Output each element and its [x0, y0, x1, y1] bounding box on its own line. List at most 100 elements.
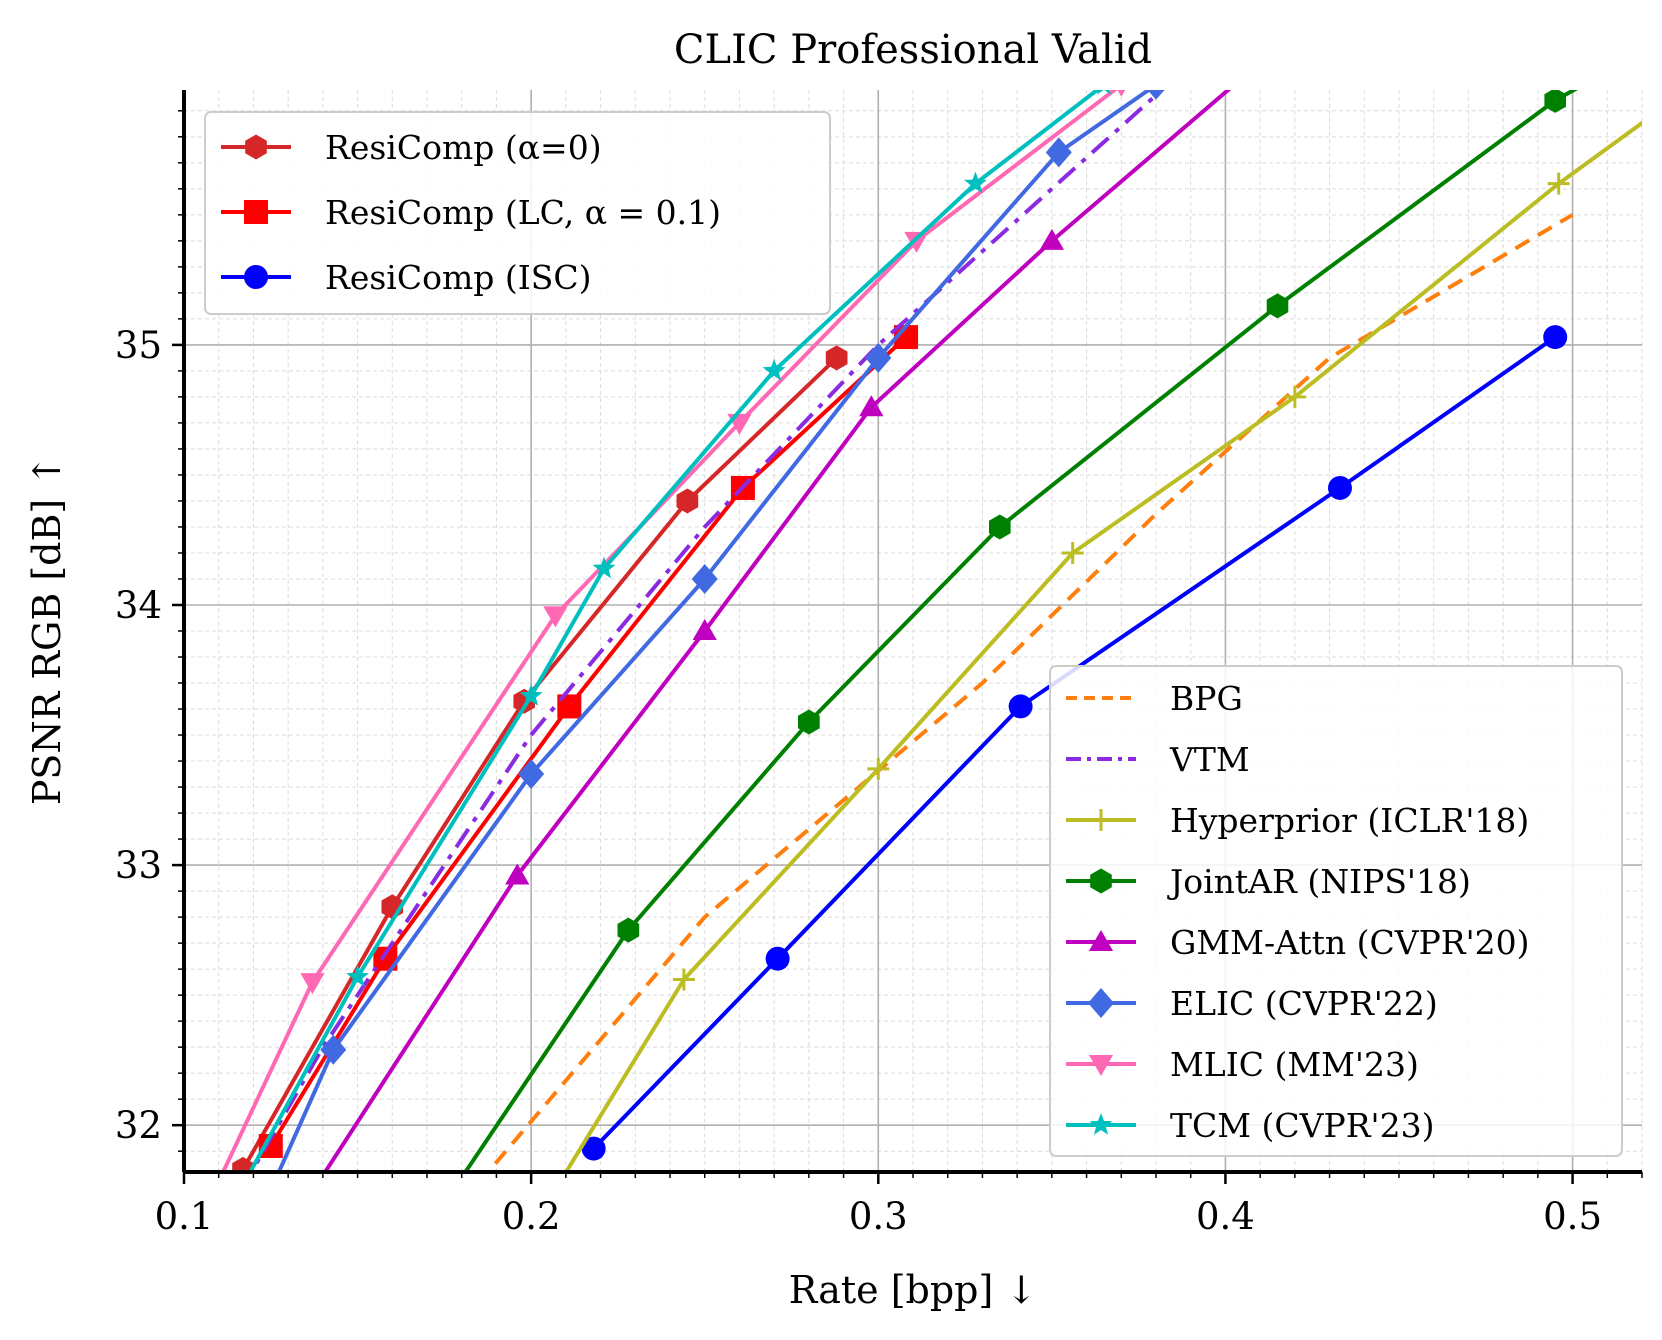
data-point [672, 968, 695, 991]
legend-marker [1088, 1055, 1114, 1076]
legend-marker [1089, 1113, 1113, 1135]
data-point [691, 563, 718, 594]
x-tick-label: 0.1 [155, 1195, 214, 1238]
y-tick-label: 32 [115, 1104, 162, 1147]
series-line [322, 90, 1232, 1172]
data-point [867, 757, 890, 780]
legend-label: ELIC (CVPR'22) [1170, 984, 1438, 1023]
data-point [1266, 293, 1289, 319]
legend-entry: TCM (CVPR'23) [1066, 1106, 1434, 1145]
chart-title: CLIC Professional Valid [674, 27, 1152, 73]
legend-entry: VTM [1066, 740, 1250, 779]
data-point [1544, 90, 1566, 113]
data-point [989, 514, 1011, 540]
series-jointar-nips-18 [434, 90, 1579, 1216]
series-line [269, 335, 908, 1148]
data-point [692, 619, 717, 640]
legend-frame [204, 111, 831, 315]
data-point [232, 1156, 254, 1172]
data-point [581, 1136, 606, 1161]
legend-marker [1090, 809, 1112, 831]
legend-entry: BPG [1066, 679, 1243, 718]
legend-marker [245, 134, 267, 160]
x-tick-label: 0.5 [1543, 1195, 1602, 1238]
data-point [1096, 90, 1111, 95]
legend-label: JointAR (NIPS'18) [1167, 862, 1471, 901]
data-point [825, 345, 848, 371]
data-point [1008, 694, 1033, 719]
legend-marker [1090, 868, 1112, 894]
legend-label: ResiComp (ISC) [325, 258, 592, 297]
data-point [300, 973, 325, 995]
legend-entry: ResiComp (α=0) [221, 128, 602, 167]
legend-label: MLIC (MM'23) [1170, 1045, 1419, 1084]
data-point [434, 1191, 456, 1216]
x-tick-label: 0.3 [849, 1195, 908, 1238]
legend-entry: ELIC (CVPR'22) [1066, 984, 1438, 1023]
legend-entry: GMM-Attn (CVPR'20) [1066, 923, 1530, 962]
legend-entry: ResiComp (ISC) [221, 258, 592, 297]
series-resicomp-lc-0-1 [258, 325, 919, 1158]
legend-lower: BPG VTM Hyperprior (ICLR'18) JointAR (NIPS'… [1049, 665, 1623, 1157]
data-point [762, 358, 786, 381]
data-point [543, 606, 568, 628]
data-point [859, 395, 884, 417]
y-tick-label: 33 [115, 844, 162, 887]
legend-marker [244, 200, 268, 224]
legend-marker [1088, 930, 1114, 951]
data-point [1061, 541, 1084, 564]
y-axis-label: PSNR RGB [dB] ↑ [25, 455, 69, 805]
data-point [676, 488, 699, 514]
data-point [346, 964, 369, 987]
legend-entry: ResiComp (LC, α = 0.1) [221, 193, 721, 232]
x-axis-label: Rate [bpp] ↓ [789, 1268, 1038, 1312]
data-point [1045, 137, 1072, 168]
series-tcm-cvpr-23 [247, 90, 1111, 1172]
data-point [865, 342, 892, 373]
legend-entry: Hyperprior (ICLR'18) [1066, 801, 1529, 840]
legend-entry: MLIC (MM'23) [1066, 1045, 1419, 1084]
data-point [1547, 172, 1570, 195]
data-point [320, 1034, 347, 1065]
data-point [1147, 90, 1165, 100]
legend-label: GMM-Attn (CVPR'20) [1170, 923, 1530, 962]
legend-marker [244, 265, 268, 289]
data-point [1117, 90, 1126, 97]
x-tick-label: 0.4 [1196, 1195, 1255, 1238]
legend-frame [1049, 665, 1623, 1157]
series-hyperprior-iclr-18 [563, 120, 1642, 1172]
data-point [1283, 385, 1306, 408]
legend-label: ResiComp (α=0) [325, 128, 602, 167]
legend-entry: JointAR (NIPS'18) [1066, 862, 1471, 901]
data-point [240, 1214, 266, 1244]
data-point [172, 1246, 196, 1267]
series-layer [172, 21, 1642, 1267]
data-point [276, 1217, 300, 1238]
legend-label: BPG [1170, 679, 1243, 718]
data-point [1039, 228, 1064, 250]
series-elic-cvpr-22 [240, 90, 1165, 1244]
data-point [617, 917, 640, 943]
x-tick-label: 0.2 [502, 1195, 561, 1238]
legend-label: TCM (CVPR'23) [1170, 1106, 1434, 1145]
y-tick-label: 34 [115, 584, 162, 627]
legend-marker [1088, 988, 1114, 1018]
data-point [592, 556, 616, 579]
data-point [505, 863, 530, 885]
legend-label: ResiComp (LC, α = 0.1) [325, 193, 721, 232]
legend-upper: ResiComp (α=0) ResiComp (LC, α = 0.1) Resi… [204, 111, 831, 315]
tick-labels: 0.1 0.2 0.3 0.4 0.5 32 33 34 35 [115, 324, 1602, 1238]
series-resicomp-isc [581, 325, 1568, 1161]
data-point [518, 759, 545, 790]
axes [172, 90, 1643, 1184]
data-point [765, 946, 790, 971]
data-point [1327, 475, 1352, 500]
series-gmm-attn-cvpr-20 [276, 21, 1307, 1238]
data-point [904, 231, 929, 253]
data-point [964, 171, 987, 194]
legend-label: VTM [1169, 740, 1250, 779]
data-point [1543, 325, 1568, 350]
data-point [1283, 21, 1307, 42]
data-point [519, 684, 543, 706]
